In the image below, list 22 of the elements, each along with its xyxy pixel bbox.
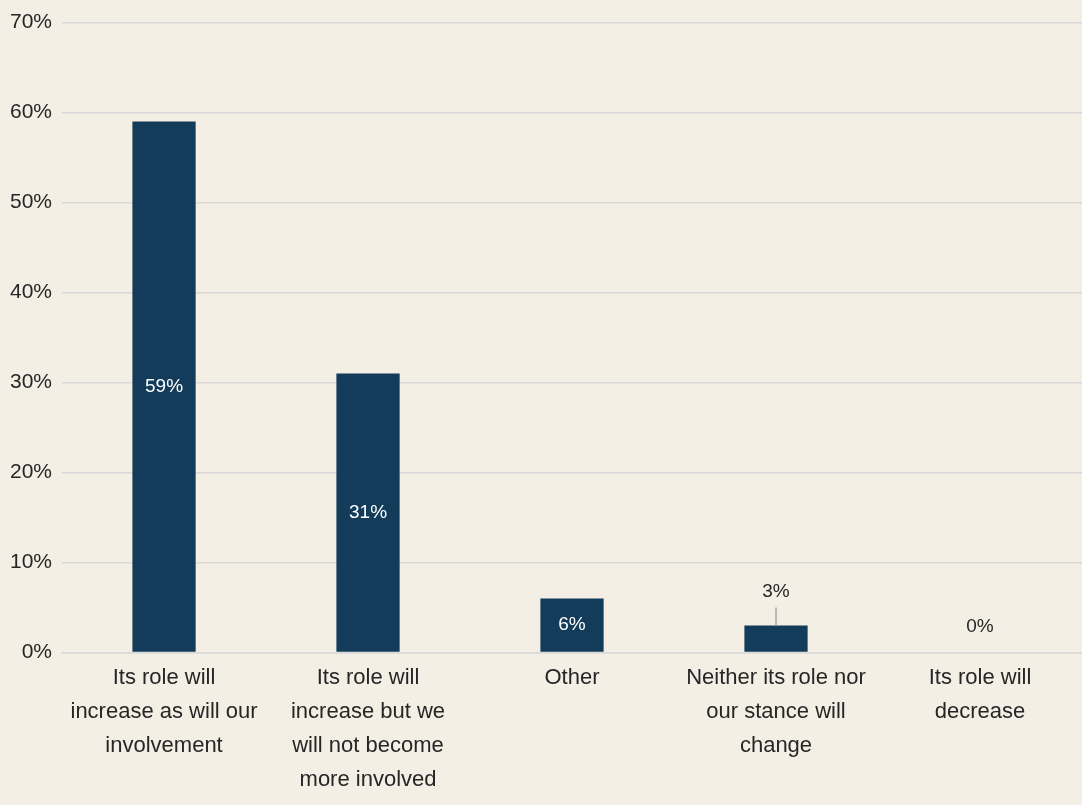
data-label: 0%: [966, 614, 994, 636]
x-tick-label: Its role will increase but we will not become more involved: [290, 663, 446, 792]
data-label: 31%: [349, 500, 388, 522]
bar: [744, 625, 808, 652]
y-tick-label: 60%: [10, 99, 53, 123]
x-tick-label: Other: [544, 663, 600, 689]
y-tick-label: 10%: [10, 549, 53, 573]
data-label: 6%: [558, 613, 586, 635]
y-tick-label: 50%: [10, 189, 53, 213]
x-tick-label: Its role will decrease: [928, 663, 1032, 723]
bar: [336, 373, 400, 652]
data-label: 59%: [145, 374, 184, 396]
y-tick-label: 40%: [10, 279, 53, 303]
y-tick-label: 20%: [10, 459, 53, 483]
x-tick-label: Its role will increase as will our involvement: [70, 663, 258, 757]
y-tick-label: 70%: [10, 9, 53, 33]
data-label: 3%: [762, 579, 790, 601]
y-tick-label: 30%: [10, 369, 53, 393]
bar: [540, 598, 604, 652]
bar: [132, 121, 196, 652]
x-tick-label: Neither its role nor our stance will change: [686, 663, 866, 757]
y-tick-label: 0%: [21, 639, 53, 663]
